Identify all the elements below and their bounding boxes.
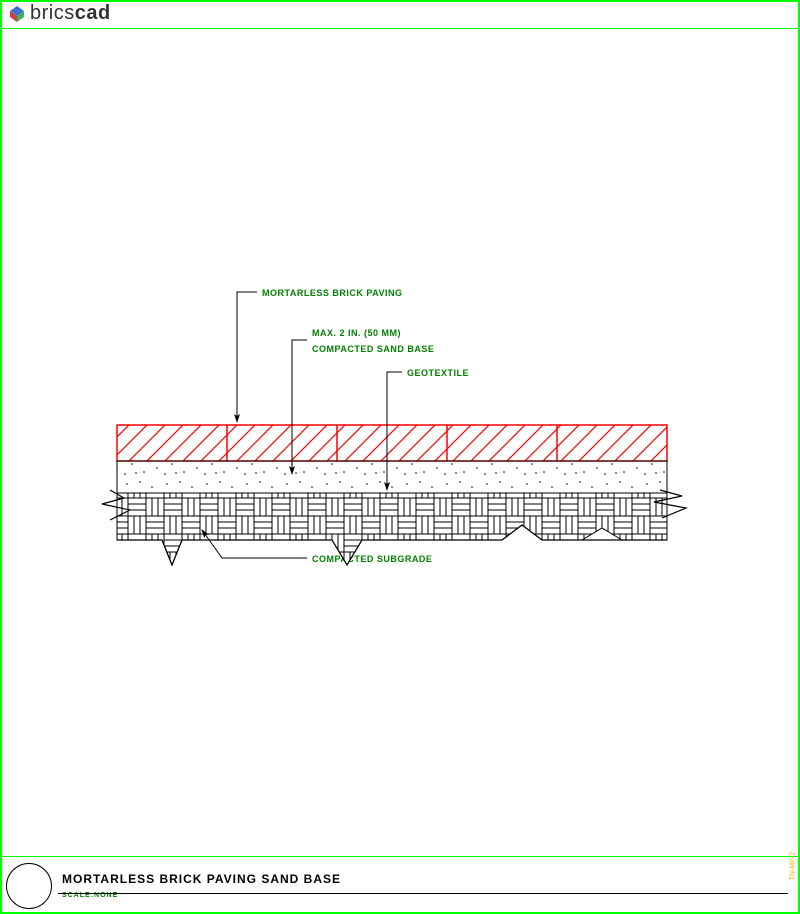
- sand-layer: [117, 461, 667, 493]
- brand-prefix: brics: [30, 2, 75, 24]
- brick-layer: [117, 425, 667, 461]
- drawing-title: MORTARLESS BRICK PAVING SAND BASE: [62, 872, 341, 886]
- brand-text: bricscad: [30, 2, 111, 25]
- detail-bubble: [6, 863, 52, 909]
- title-underline: [58, 893, 788, 894]
- drawing-canvas: MORTARLESS BRICK PAVING MAX. 2 IN. (50 M…: [2, 30, 798, 854]
- brand-suffix: cad: [75, 2, 111, 24]
- bricscad-logo-icon: [8, 5, 26, 23]
- section-drawing: [2, 30, 798, 850]
- header: bricscad: [8, 2, 111, 25]
- header-divider: [2, 28, 798, 29]
- leader-brick: [237, 292, 257, 422]
- title-block: MORTARLESS BRICK PAVING SAND BASE SCALE:…: [0, 856, 800, 914]
- subgrade-layer: [117, 493, 667, 565]
